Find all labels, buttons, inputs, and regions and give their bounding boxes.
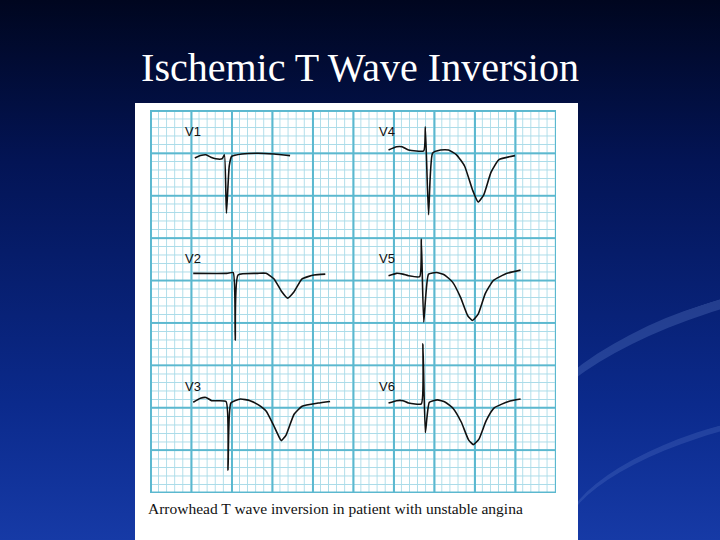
svg-text:V5: V5 (379, 251, 395, 266)
svg-text:V1: V1 (185, 124, 201, 139)
svg-text:V3: V3 (185, 379, 201, 394)
html-text:Arrowhead T wave inversion in: Arrowhead T wave inversion in patient wi… (148, 500, 523, 517)
svg-text:V2: V2 (185, 251, 201, 266)
svg-text:V6: V6 (379, 379, 395, 394)
html-text:Ischemic T Wave Inversion: Ischemic T Wave Inversion (141, 45, 579, 90)
svg-text:V4: V4 (379, 124, 395, 139)
